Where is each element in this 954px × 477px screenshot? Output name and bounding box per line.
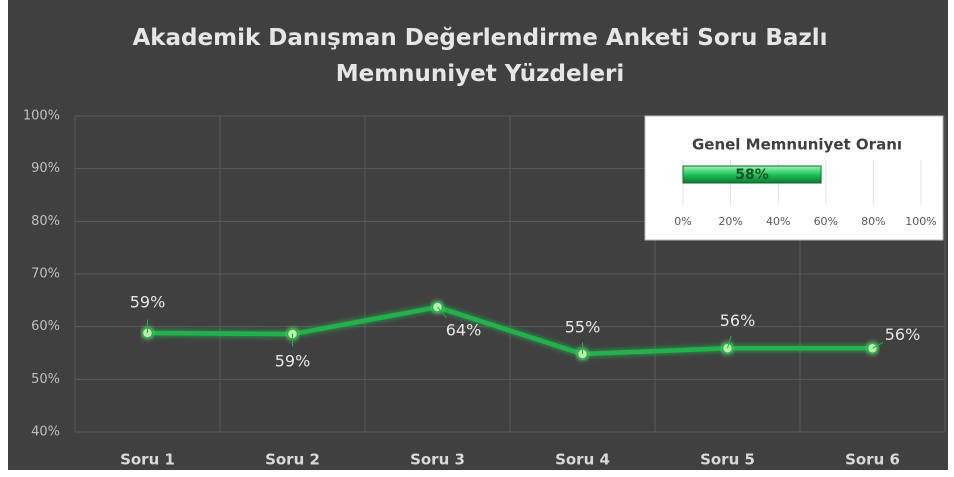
x-tick-label: Soru 3 — [410, 451, 465, 469]
x-tick-label: 0% — [674, 215, 691, 228]
y-tick-label: 60% — [31, 319, 60, 334]
x-tick-label: Soru 4 — [555, 451, 610, 469]
leader-line — [727, 335, 732, 349]
data-label: 59% — [275, 352, 311, 371]
x-tick-label: Soru 6 — [845, 451, 900, 469]
data-label: 59% — [130, 292, 166, 311]
y-tick-label: 70% — [31, 267, 60, 282]
x-tick-label: 100% — [905, 215, 936, 228]
data-label: 55% — [565, 318, 601, 337]
y-tick-label: 80% — [31, 214, 60, 229]
data-label: 56% — [720, 311, 756, 330]
x-tick-label: 20% — [718, 215, 742, 228]
chart-title: Akademik Danışman Değerlendirme Anketi S… — [132, 25, 828, 87]
series-line — [147, 304, 873, 357]
data-label: 58% — [735, 167, 769, 183]
y-tick-label: 100% — [23, 109, 60, 124]
y-tick-label: 50% — [31, 372, 60, 387]
data-label: 64% — [446, 321, 482, 340]
bar — [682, 165, 822, 184]
inset-title: Genel Memnuniyet Oranı — [692, 136, 902, 154]
data-label: 56% — [885, 325, 921, 344]
leader-line — [437, 306, 447, 319]
y-tick-label: 90% — [31, 161, 60, 176]
x-tick-label: Soru 1 — [120, 451, 175, 469]
x-tick-label: Soru 2 — [265, 451, 320, 469]
x-tick-label: Soru 5 — [700, 451, 755, 469]
x-tick-label: 40% — [766, 215, 790, 228]
y-tick-label: 40% — [31, 425, 60, 440]
x-tick-label: 60% — [814, 215, 838, 228]
x-tick-label: 80% — [861, 215, 885, 228]
leader-line — [872, 341, 884, 349]
